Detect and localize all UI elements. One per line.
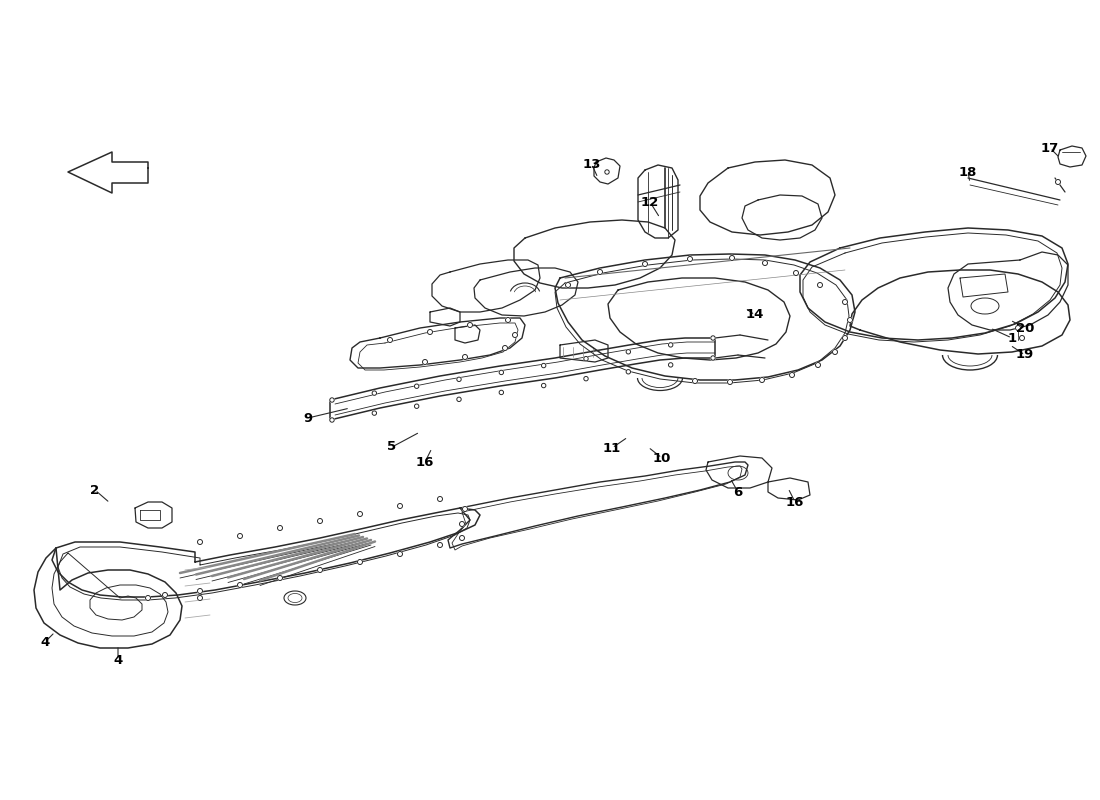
Text: 6: 6 xyxy=(734,486,742,498)
Text: 16: 16 xyxy=(785,495,804,509)
Circle shape xyxy=(626,370,630,374)
Circle shape xyxy=(790,373,794,378)
Circle shape xyxy=(815,362,821,367)
Circle shape xyxy=(565,282,571,287)
Circle shape xyxy=(847,318,852,322)
Circle shape xyxy=(843,299,847,305)
Circle shape xyxy=(1015,326,1021,330)
Circle shape xyxy=(462,354,468,359)
Circle shape xyxy=(793,270,799,275)
Circle shape xyxy=(843,335,847,341)
Circle shape xyxy=(711,336,715,340)
Circle shape xyxy=(499,370,504,374)
Text: 12: 12 xyxy=(641,195,659,209)
Circle shape xyxy=(456,377,461,382)
Circle shape xyxy=(462,506,468,511)
Text: 19: 19 xyxy=(1016,349,1034,362)
Circle shape xyxy=(415,384,419,389)
Circle shape xyxy=(688,257,693,262)
Circle shape xyxy=(163,593,167,598)
Circle shape xyxy=(238,582,242,587)
Text: 9: 9 xyxy=(304,411,312,425)
Circle shape xyxy=(397,551,403,557)
Circle shape xyxy=(729,255,735,261)
Circle shape xyxy=(626,350,630,354)
Text: 2: 2 xyxy=(90,483,100,497)
Circle shape xyxy=(415,404,419,409)
Circle shape xyxy=(277,575,283,581)
Circle shape xyxy=(669,362,673,367)
Circle shape xyxy=(438,497,442,502)
Circle shape xyxy=(318,518,322,523)
Circle shape xyxy=(584,357,588,361)
Text: 13: 13 xyxy=(583,158,602,171)
Circle shape xyxy=(503,346,507,350)
Circle shape xyxy=(759,378,764,382)
Circle shape xyxy=(198,539,202,545)
Circle shape xyxy=(711,356,715,360)
Text: 11: 11 xyxy=(603,442,622,454)
Circle shape xyxy=(513,333,517,338)
Circle shape xyxy=(330,418,334,422)
Text: 16: 16 xyxy=(416,455,434,469)
Circle shape xyxy=(460,522,464,526)
Circle shape xyxy=(1056,179,1060,185)
Circle shape xyxy=(833,350,837,354)
Circle shape xyxy=(238,534,242,538)
Circle shape xyxy=(358,559,363,565)
Circle shape xyxy=(762,261,768,266)
Circle shape xyxy=(438,542,442,547)
Circle shape xyxy=(145,595,151,601)
Circle shape xyxy=(318,567,322,573)
Text: 18: 18 xyxy=(959,166,977,178)
Text: 5: 5 xyxy=(387,441,397,454)
Circle shape xyxy=(597,270,603,274)
Circle shape xyxy=(456,397,461,402)
Circle shape xyxy=(460,535,464,541)
Circle shape xyxy=(198,595,202,601)
Circle shape xyxy=(693,378,697,383)
Circle shape xyxy=(198,589,202,594)
Circle shape xyxy=(277,526,283,530)
Text: 10: 10 xyxy=(652,451,671,465)
Circle shape xyxy=(727,379,733,385)
Circle shape xyxy=(358,511,363,517)
Circle shape xyxy=(372,391,376,395)
Circle shape xyxy=(372,411,376,415)
Circle shape xyxy=(397,503,403,509)
Circle shape xyxy=(428,330,432,334)
Circle shape xyxy=(1020,335,1024,341)
Text: 17: 17 xyxy=(1041,142,1059,154)
Circle shape xyxy=(506,318,510,322)
Text: 4: 4 xyxy=(41,635,50,649)
Text: 4: 4 xyxy=(113,654,122,666)
Circle shape xyxy=(817,282,823,287)
Circle shape xyxy=(584,377,588,381)
Text: 20: 20 xyxy=(1015,322,1034,334)
Circle shape xyxy=(387,338,393,342)
Circle shape xyxy=(605,170,609,174)
Circle shape xyxy=(541,363,546,368)
Circle shape xyxy=(422,359,428,365)
Circle shape xyxy=(541,383,546,388)
Circle shape xyxy=(330,398,334,402)
Text: 14: 14 xyxy=(746,309,764,322)
Circle shape xyxy=(669,342,673,347)
Text: 1: 1 xyxy=(1008,331,1016,345)
Circle shape xyxy=(468,322,473,327)
Circle shape xyxy=(499,390,504,394)
Circle shape xyxy=(642,262,648,266)
